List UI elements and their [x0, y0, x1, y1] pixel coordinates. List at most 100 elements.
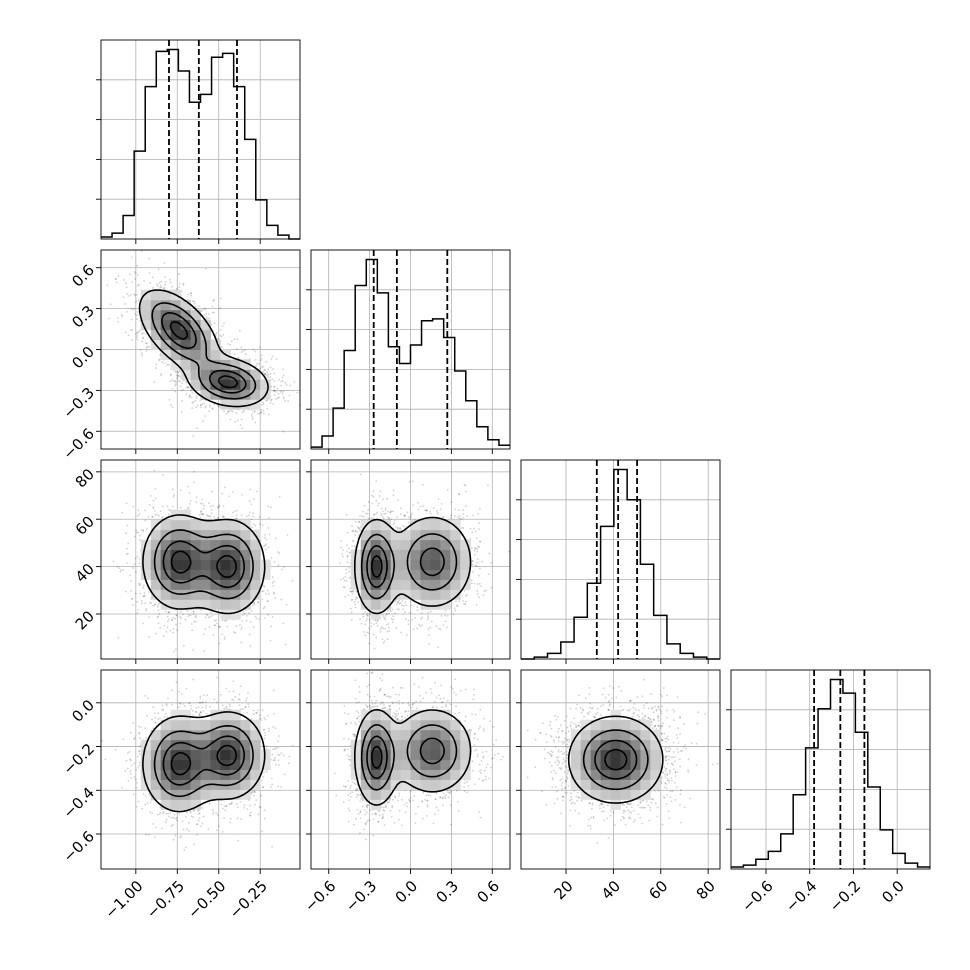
scatter-point [138, 749, 141, 752]
density-bin [180, 759, 192, 770]
scatter-point [185, 846, 187, 849]
scatter-point [704, 713, 707, 715]
scatter-point [218, 504, 221, 507]
scatter-point [278, 496, 281, 498]
scatter-point [178, 706, 180, 709]
scatter-point [265, 538, 268, 541]
scatter-point [232, 690, 235, 693]
density-bin [140, 309, 152, 321]
scatter-point [274, 756, 276, 759]
scatter-point [479, 540, 482, 543]
scatter-point [490, 562, 493, 564]
scatter-point [129, 731, 132, 734]
y-tick-label: −0.6 [60, 425, 98, 463]
scatter-point [139, 592, 142, 595]
scatter-point [375, 499, 378, 502]
scatter-point [602, 806, 605, 809]
scatter-point [218, 505, 221, 508]
scatter-point [131, 328, 134, 331]
scatter-point [341, 553, 343, 555]
density-bin [230, 599, 241, 610]
scatter-point [643, 707, 645, 709]
scatter-point [684, 747, 687, 750]
scatter-point [157, 615, 160, 618]
scatter-point [556, 759, 559, 761]
scatter-point [221, 830, 224, 833]
scatter-point [557, 740, 560, 743]
scatter-point [151, 515, 154, 518]
density-bin [390, 529, 402, 541]
scatter-point [122, 569, 125, 571]
scatter-point [148, 271, 151, 274]
scatter-point [188, 821, 190, 824]
scatter-point [567, 769, 569, 772]
scatter-point [672, 764, 674, 767]
histogram-step [731, 678, 930, 868]
scatter-point [258, 714, 261, 716]
scatter-point [350, 611, 353, 614]
scatter-point [156, 283, 158, 286]
scatter-point [253, 791, 255, 793]
scatter-point [355, 788, 357, 791]
scatter-point [189, 811, 192, 813]
scatter-point [410, 706, 413, 709]
scatter-point [271, 576, 274, 579]
density-bin [430, 579, 441, 590]
density-bin [160, 309, 172, 321]
scatter-point [695, 742, 698, 745]
scatter-point [407, 521, 410, 524]
scatter-point [379, 689, 382, 691]
scatter-point [197, 819, 200, 822]
scatter-point [260, 794, 262, 797]
scatter-point [346, 554, 349, 557]
scatter-point [217, 506, 220, 509]
scatter-point [263, 372, 265, 375]
scatter-point [286, 534, 289, 536]
scatter-point [139, 745, 141, 748]
scatter-point [579, 721, 581, 724]
scatter-point [264, 734, 266, 737]
scatter-point [365, 512, 367, 515]
scatter-point [258, 806, 261, 808]
density-bin [250, 549, 261, 560]
scatter-point [575, 726, 577, 729]
scatter-point [473, 737, 476, 739]
scatter-point [142, 595, 145, 597]
scatter-point [676, 737, 679, 739]
x-tick-label: −0.2 [826, 877, 864, 915]
histogram-step [101, 48, 300, 240]
scatter-point [607, 804, 609, 807]
scatter-point [175, 371, 177, 374]
scatter-point [678, 758, 681, 761]
density-bin [180, 599, 192, 610]
scatter-point [277, 759, 280, 762]
scatter-point [478, 522, 481, 525]
scatter-point [366, 612, 369, 615]
density-bin [160, 329, 172, 341]
scatter-point [560, 812, 562, 815]
scatter-point [606, 817, 609, 820]
scatter-point [237, 356, 240, 359]
scatter-point [424, 509, 426, 512]
scatter-point [208, 404, 211, 407]
scatter-point [368, 819, 371, 822]
scatter-point [253, 602, 256, 604]
scatter-point [136, 310, 139, 313]
scatter-point [421, 800, 423, 803]
density-bin [370, 539, 382, 551]
scatter-point [187, 385, 189, 388]
scatter-point [397, 499, 399, 502]
scatter-point [253, 603, 256, 606]
density-bin [180, 329, 192, 341]
scatter-point [608, 685, 611, 688]
scatter-point [137, 283, 140, 286]
scatter-point [556, 756, 558, 759]
scatter-point [569, 707, 572, 710]
density-bin [620, 719, 631, 731]
scatter-point [177, 374, 180, 377]
scatter-point [456, 605, 459, 608]
scatter-point [202, 633, 205, 636]
scatter-point [424, 798, 427, 801]
scatter-point [645, 800, 648, 803]
x-tick-label: 20 [551, 877, 577, 903]
